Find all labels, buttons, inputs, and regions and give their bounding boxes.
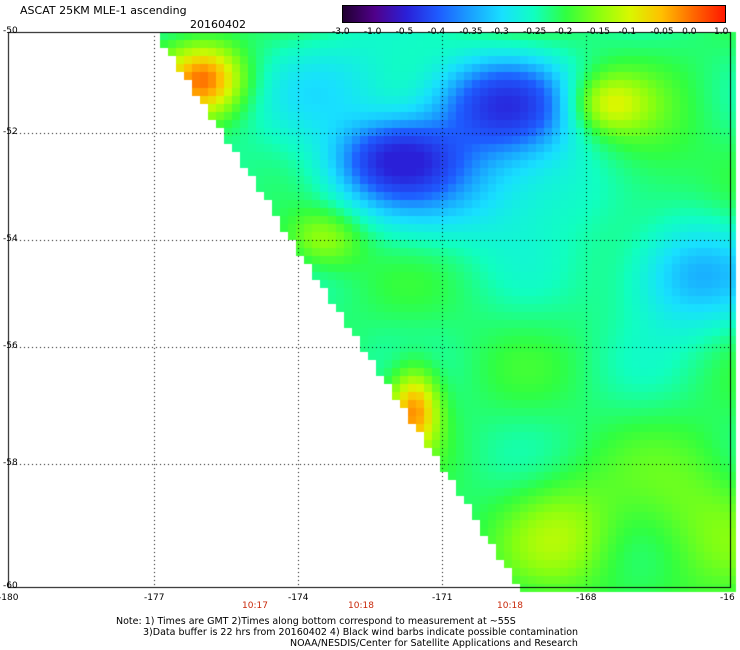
colorbar-label: 1.0 bbox=[714, 27, 729, 37]
colorbar-label: -0.2 bbox=[554, 27, 573, 37]
colorbar-label: -0.25 bbox=[523, 27, 547, 37]
latitude-label: -50 bbox=[3, 26, 18, 36]
colorbar bbox=[342, 5, 726, 23]
colorbar-label: -0.15 bbox=[586, 27, 610, 37]
longitude-label: -16 bbox=[720, 593, 735, 603]
colorbar-label: -0.4 bbox=[427, 27, 446, 37]
colorbar-label: -0.35 bbox=[459, 27, 483, 37]
footer-note-2: 3)Data buffer is 22 hrs from 20160402 4)… bbox=[143, 627, 579, 638]
colorbar-label: -1.0 bbox=[363, 27, 382, 37]
product-date: 20160402 bbox=[190, 18, 246, 31]
footer-credit: NOAA/NESDIS/Center for Satellite Applica… bbox=[290, 638, 578, 649]
latitude-label: -58 bbox=[3, 458, 18, 468]
longitude-label: -180 bbox=[0, 593, 19, 603]
latitude-label: -56 bbox=[3, 341, 18, 351]
colorbar-label: -3.0 bbox=[332, 27, 350, 37]
longitude-label: -171 bbox=[432, 593, 453, 603]
colorbar-label: -0.5 bbox=[395, 27, 414, 37]
time-label: 10:18 bbox=[497, 601, 523, 611]
colorbar-label: -0.3 bbox=[491, 27, 509, 37]
longitude-label: -177 bbox=[144, 593, 165, 603]
longitude-label: -168 bbox=[576, 593, 597, 603]
latitude-label: -54 bbox=[3, 234, 18, 244]
colorbar-label: 0.0 bbox=[682, 27, 697, 37]
product-title: ASCAT 25KM MLE-1 ascending bbox=[20, 4, 187, 17]
footer-note-1: Note: 1) Times are GMT 2)Times along bot… bbox=[116, 616, 516, 627]
time-label: 10:17 bbox=[242, 601, 268, 611]
colorbar-label: -0.05 bbox=[650, 27, 674, 37]
latitude-label: -52 bbox=[3, 127, 18, 137]
longitude-label: -174 bbox=[288, 593, 309, 603]
time-label: 10:18 bbox=[348, 601, 374, 611]
latitude-label: -60 bbox=[3, 581, 18, 591]
colorbar-label: -0.1 bbox=[618, 27, 637, 37]
